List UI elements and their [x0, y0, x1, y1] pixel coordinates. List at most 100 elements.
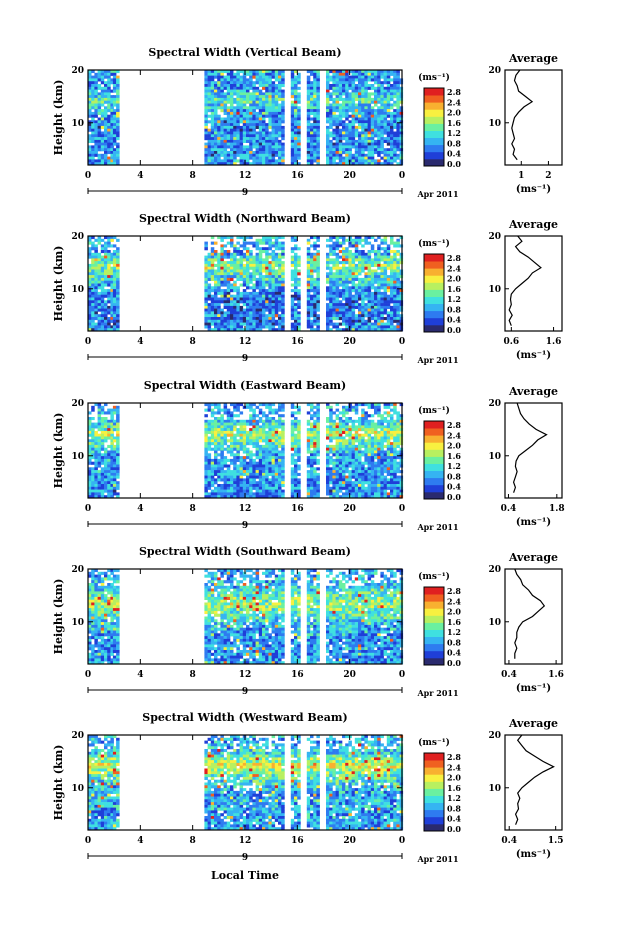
heatmap-cell: [214, 70, 218, 74]
heatmap-cell: [386, 317, 391, 321]
heatmap-cell: [233, 447, 237, 451]
heatmap-cell: [258, 81, 263, 85]
heatmap-cell: [338, 244, 343, 248]
heatmap-cell: [100, 325, 105, 329]
heatmap-cell: [281, 294, 285, 298]
heatmap-cell: [386, 148, 391, 152]
heatmap-cell: [236, 106, 240, 110]
heatmap-cell: [100, 137, 105, 141]
heatmap-cell: [204, 447, 208, 451]
heatmap-cell: [329, 275, 333, 279]
heatmap-cell: [116, 417, 120, 421]
heatmap-cell: [204, 408, 208, 412]
heatmap-cell: [290, 255, 295, 259]
heatmap-cell: [370, 291, 375, 295]
heatmap-cell: [354, 89, 359, 93]
colorbar-swatch: [424, 109, 444, 117]
heatmap-cell: [348, 266, 352, 270]
heatmap-cell: [268, 103, 272, 107]
x-tick-label: 0: [399, 171, 405, 181]
heatmap-cell: [249, 109, 253, 113]
heatmap-cell: [358, 305, 362, 309]
heatmap-cell: [246, 162, 250, 166]
heatmap-cell: [100, 475, 105, 479]
heatmap-cell: [97, 484, 102, 488]
heatmap-cell: [383, 162, 388, 166]
heatmap-cell: [326, 156, 330, 160]
heatmap-cell: [104, 70, 108, 74]
heatmap-cell: [274, 247, 279, 251]
heatmap-cell: [249, 442, 253, 446]
heatmap-cell: [348, 280, 352, 284]
heatmap-cell: [354, 266, 359, 270]
heatmap-cell: [116, 125, 120, 129]
heatmap-cell: [236, 403, 240, 407]
heatmap-cell: [290, 114, 295, 118]
heatmap-cell: [214, 456, 218, 460]
heatmap-cell: [377, 311, 381, 315]
heatmap-cell: [310, 289, 314, 293]
heatmap-cell: [220, 109, 224, 113]
heatmap-cell: [354, 300, 359, 304]
heatmap-cell: [258, 464, 263, 468]
heatmap-cell: [252, 266, 256, 270]
heatmap-cell: [377, 236, 381, 240]
heatmap-cell: [252, 109, 256, 113]
heatmap-cell: [294, 236, 298, 240]
heatmap-cell: [294, 86, 298, 90]
heatmap-cell: [239, 425, 244, 429]
heatmap-cell: [281, 322, 285, 326]
heatmap-cell: [297, 72, 301, 76]
heatmap-cell: [255, 294, 260, 298]
heatmap-cell: [88, 453, 92, 457]
heatmap-cell: [255, 75, 260, 79]
heatmap-cell: [399, 134, 404, 138]
heatmap-cell: [230, 311, 234, 315]
heatmap-cell: [116, 134, 120, 138]
heatmap-cell: [262, 238, 266, 242]
heatmap-cell: [380, 247, 384, 251]
heatmap-cell: [332, 275, 336, 279]
heatmap-cell: [112, 461, 117, 465]
heatmap-cell: [220, 300, 224, 304]
heatmap-cell: [258, 403, 263, 407]
heatmap-cell: [290, 123, 295, 127]
heatmap-cell: [278, 252, 282, 256]
heatmap-cell: [104, 328, 108, 332]
heatmap-cell: [290, 322, 295, 326]
heatmap-cell: [342, 311, 346, 315]
heatmap-cell: [217, 106, 221, 110]
heatmap-cell: [233, 100, 237, 104]
heatmap-cell: [278, 266, 282, 270]
heatmap-cell: [239, 153, 244, 157]
heatmap-cell: [351, 272, 356, 276]
heatmap-cell: [217, 484, 221, 488]
heatmap-cell: [88, 72, 92, 76]
heatmap-cell: [94, 422, 98, 426]
heatmap-cell: [110, 131, 114, 135]
heatmap-cell: [107, 275, 111, 279]
heatmap-cell: [112, 325, 117, 329]
heatmap-cell: [110, 269, 114, 273]
heatmap-cell: [313, 84, 317, 88]
heatmap-cell: [374, 148, 378, 152]
heatmap-cell: [242, 297, 247, 301]
heatmap-cell: [110, 255, 114, 259]
heatmap-cell: [226, 84, 231, 88]
heatmap-cell: [335, 72, 340, 76]
heatmap-cell: [374, 294, 378, 298]
heatmap-cell: [242, 120, 247, 124]
avg-title: Average: [508, 218, 558, 231]
heatmap-cell: [88, 272, 92, 276]
heatmap-cell: [204, 114, 208, 118]
heatmap-cell: [364, 159, 368, 163]
heatmap-cell: [374, 159, 378, 163]
heatmap-cell: [91, 405, 95, 409]
heatmap-cell: [214, 153, 218, 157]
heatmap-cell: [252, 289, 256, 293]
heatmap-cell: [367, 162, 372, 166]
heatmap-cell: [274, 263, 279, 267]
heatmap-cell: [380, 139, 384, 143]
heatmap-cell: [97, 328, 102, 332]
heatmap-cell: [377, 142, 381, 146]
